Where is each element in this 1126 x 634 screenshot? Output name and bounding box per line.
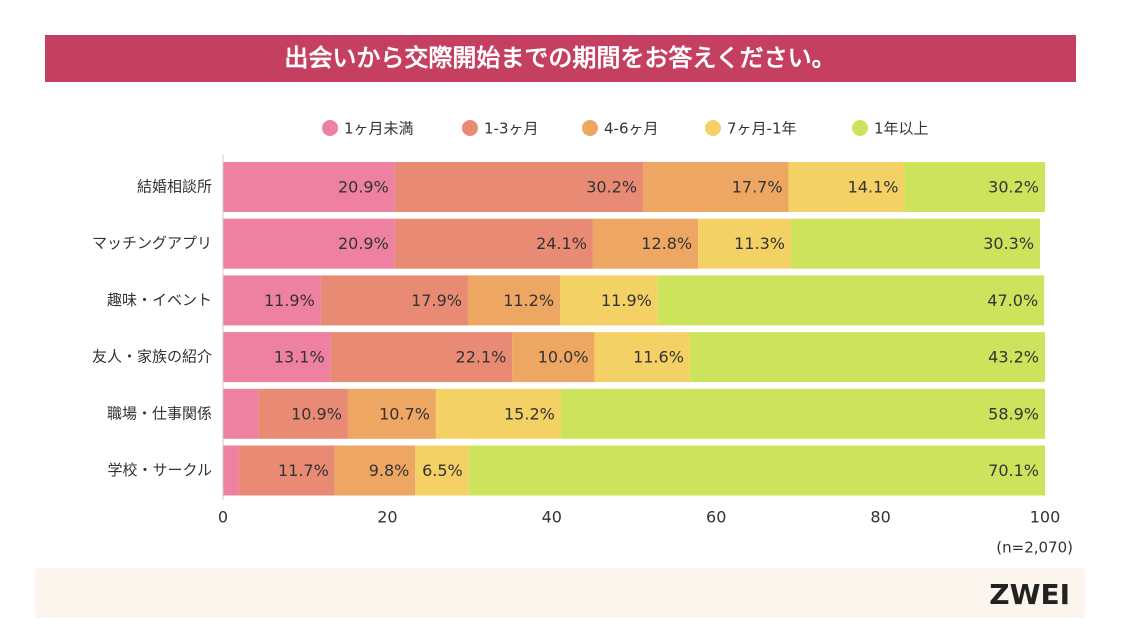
data-label: 6.5%	[422, 461, 463, 480]
bar-segment	[467, 275, 561, 326]
legend-label: 1-3ヶ月	[484, 120, 539, 138]
bar-segment	[330, 332, 513, 383]
data-label: 17.9%	[411, 291, 462, 310]
bar-segment	[258, 388, 348, 439]
legend-swatch	[462, 120, 478, 136]
data-label: 58.9%	[988, 404, 1039, 423]
bar-segment	[223, 218, 395, 269]
data-label: 30.2%	[988, 178, 1039, 197]
data-label: 17.7%	[732, 178, 783, 197]
y-tick-label: 趣味・イベント	[107, 291, 212, 309]
x-tick-label: 80	[870, 508, 890, 527]
legend-swatch	[705, 120, 721, 136]
bar-segment	[689, 332, 1045, 383]
data-label: 12.8%	[641, 234, 692, 253]
legend-label: 1年以上	[874, 120, 929, 138]
legend-swatch	[582, 120, 598, 136]
bar-segment	[698, 218, 792, 269]
logo: ZWEI	[989, 578, 1070, 611]
data-label: 9.8%	[369, 461, 410, 480]
data-label: 47.0%	[987, 291, 1038, 310]
data-label: 20.9%	[338, 234, 389, 253]
data-label: 11.6%	[633, 348, 684, 367]
data-label: 10.0%	[538, 348, 589, 367]
plot-area: 20.9% 30.2% 17.7% 14.1% 30.2% 20.9% 24.1% 12.8%…	[223, 162, 1045, 496]
legend-label: 4-6ヶ月	[604, 120, 659, 138]
data-label: 11.9%	[264, 291, 315, 310]
bar-segment	[560, 275, 658, 326]
data-label: 11.9%	[601, 291, 652, 310]
footer-band	[35, 568, 1085, 618]
data-label: 24.1%	[536, 234, 587, 253]
x-tick-label: 60	[706, 508, 726, 527]
annotation: (n=2,070)	[996, 539, 1073, 557]
data-label: 11.3%	[734, 234, 785, 253]
y-tick-label: マッチングアプリ	[92, 234, 212, 252]
chart-title: 出会いから交際開始までの期間をお答えください。	[284, 44, 835, 72]
bar-segment	[592, 218, 699, 269]
legend-label: 7ヶ月-1年	[727, 120, 797, 138]
bar-segment	[334, 445, 416, 496]
data-label: 13.1%	[274, 348, 325, 367]
data-label: 70.1%	[988, 461, 1039, 480]
legend-label: 1ヶ月未満	[344, 120, 414, 138]
data-label: 10.9%	[291, 404, 342, 423]
data-label: 22.1%	[456, 348, 507, 367]
bar-segment	[657, 275, 1045, 326]
bar-segment	[238, 445, 335, 496]
x-tick-label: 0	[218, 508, 228, 527]
bar-segment	[223, 445, 239, 496]
y-tick-label: 結婚相談所	[137, 178, 212, 196]
bar-segment	[223, 162, 395, 212]
title-bar	[45, 35, 1076, 82]
bar-segment	[791, 218, 1041, 269]
bar-segment	[223, 275, 321, 326]
data-label: 43.2%	[988, 348, 1039, 367]
bar-segment	[347, 388, 436, 439]
data-label: 30.3%	[983, 234, 1034, 253]
y-tick-label: 友人・家族の紹介	[92, 348, 212, 366]
bar-segment	[320, 275, 468, 326]
bar-segment	[394, 162, 644, 212]
x-tick-label: 100	[1030, 508, 1061, 527]
data-label: 14.1%	[848, 178, 899, 197]
bar-segment	[643, 162, 789, 212]
bar-segment	[415, 445, 469, 496]
bar-segment	[223, 332, 331, 383]
x-tick-label: 20	[377, 508, 397, 527]
bar-segment	[394, 218, 593, 269]
legend-swatch	[322, 120, 338, 136]
bar-segment	[435, 388, 561, 439]
bar-segment	[468, 445, 1045, 496]
bar-segment	[594, 332, 690, 383]
bar-segment	[904, 162, 1045, 212]
x-tick-label: 40	[542, 508, 562, 527]
bar-segment	[788, 162, 905, 212]
bar-segment	[223, 388, 259, 439]
data-label: 11.7%	[278, 461, 329, 480]
bar-segment	[560, 388, 1045, 439]
data-label: 10.7%	[379, 404, 430, 423]
data-label: 15.2%	[504, 404, 555, 423]
y-tick-label: 学校・サークル	[107, 461, 212, 479]
data-label: 11.2%	[503, 291, 554, 310]
bar-segment	[512, 332, 595, 383]
data-label: 20.9%	[338, 178, 389, 197]
data-label: 30.2%	[586, 178, 637, 197]
legend-swatch	[852, 120, 868, 136]
y-tick-label: 職場・仕事関係	[107, 404, 212, 422]
